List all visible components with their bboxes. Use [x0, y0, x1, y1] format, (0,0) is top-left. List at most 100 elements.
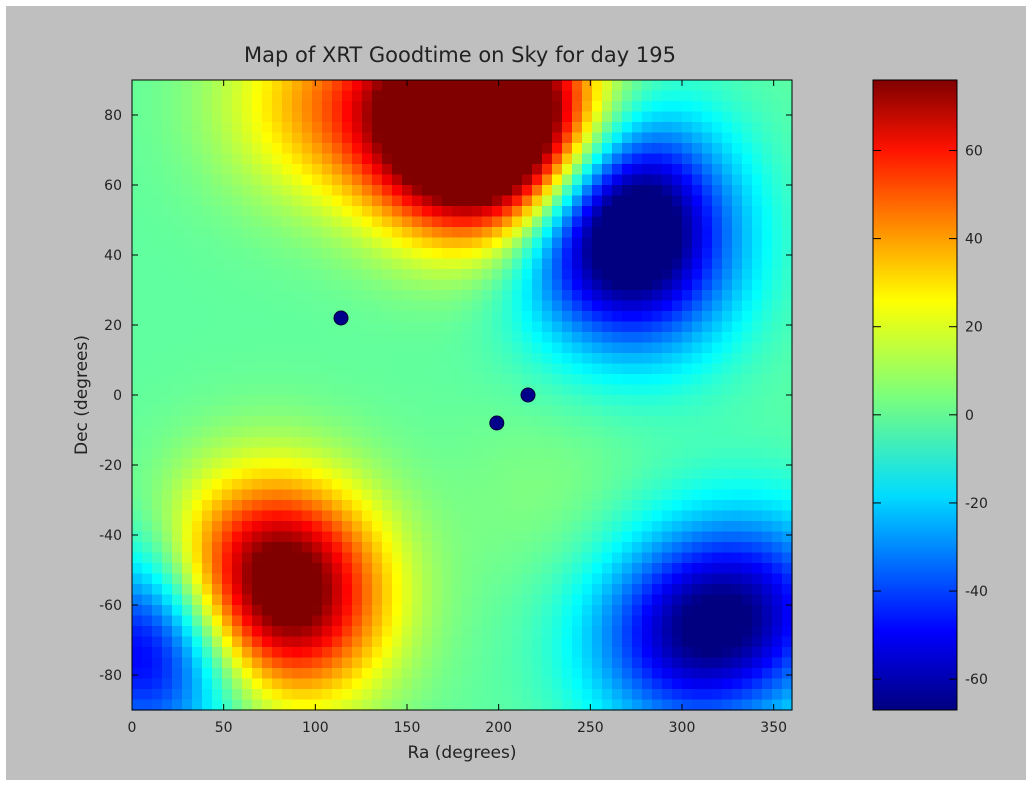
heatmap-cell [482, 458, 493, 470]
heatmap-cell [772, 468, 783, 480]
heatmap-cell [502, 206, 513, 218]
heatmap-cell [412, 363, 423, 375]
heatmap-cell [282, 647, 293, 659]
heatmap-cell [582, 594, 593, 606]
heatmap-cell [132, 384, 143, 396]
heatmap-cell [422, 447, 433, 459]
heatmap-cell [512, 636, 523, 648]
heatmap-cell [622, 363, 633, 375]
heatmap-cell [602, 248, 613, 260]
heatmap-cell [502, 657, 513, 669]
heatmap-cell [742, 279, 753, 291]
heatmap-cell [732, 657, 743, 669]
heatmap-cell [132, 426, 143, 438]
heatmap-cell [652, 185, 663, 197]
heatmap-cell [132, 584, 143, 596]
heatmap-cell [652, 647, 663, 659]
heatmap-cell [312, 101, 323, 113]
heatmap-cell [422, 353, 433, 365]
heatmap-cell [632, 542, 643, 554]
heatmap-cell [722, 332, 733, 344]
heatmap-cell [332, 468, 343, 480]
heatmap-cell [232, 101, 243, 113]
heatmap-cell [432, 101, 443, 113]
heatmap-cell [492, 458, 503, 470]
heatmap-cell [412, 552, 423, 564]
heatmap-cell [422, 584, 433, 596]
heatmap-cell [162, 132, 173, 144]
heatmap-cell [532, 269, 543, 281]
heatmap-cell [412, 542, 423, 554]
heatmap-cell [502, 101, 513, 113]
heatmap-cell [512, 458, 523, 470]
heatmap-cell [582, 101, 593, 113]
heatmap-cell [402, 437, 413, 449]
heatmap-cell [572, 678, 583, 690]
heatmap-cell [402, 185, 413, 197]
heatmap-cell [652, 279, 663, 291]
heatmap-cell [782, 468, 793, 480]
heatmap-cell [652, 605, 663, 617]
heatmap-cell [202, 689, 213, 701]
heatmap-cell [132, 122, 143, 134]
heatmap-cell [512, 342, 523, 354]
heatmap-cell [622, 332, 633, 344]
heatmap-cell [402, 90, 413, 102]
heatmap-cell [292, 636, 303, 648]
heatmap-cell [652, 636, 663, 648]
heatmap-cell [322, 185, 333, 197]
heatmap-cell [502, 237, 513, 249]
heatmap-cell [442, 531, 453, 543]
heatmap-cell [712, 678, 723, 690]
heatmap-cell [322, 584, 333, 596]
heatmap-cell [452, 668, 463, 680]
heatmap-cell [622, 668, 633, 680]
heatmap-cell [162, 657, 173, 669]
heatmap-cell [242, 353, 253, 365]
heatmap-cell [132, 80, 143, 92]
heatmap-cell [232, 584, 243, 596]
heatmap-cell [772, 248, 783, 260]
heatmap-cell [562, 542, 573, 554]
heatmap-cell [572, 143, 583, 155]
heatmap-cell [392, 384, 403, 396]
heatmap-cell [642, 542, 653, 554]
heatmap-cell [532, 615, 543, 627]
heatmap-cell [172, 384, 183, 396]
heatmap-cell [662, 594, 673, 606]
heatmap-cell [302, 122, 313, 134]
heatmap-cell [762, 164, 773, 176]
heatmap-cell [412, 699, 423, 711]
heatmap-cell [472, 594, 483, 606]
heatmap-cell [672, 479, 683, 491]
heatmap-cell [172, 353, 183, 365]
heatmap-cell [702, 689, 713, 701]
heatmap-cell [202, 563, 213, 575]
heatmap-cell [602, 332, 613, 344]
heatmap-cell [712, 542, 723, 554]
heatmap-cell [352, 678, 363, 690]
heatmap-cell [692, 479, 703, 491]
heatmap-cell [732, 500, 743, 512]
heatmap-cell [452, 636, 463, 648]
heatmap-cell [362, 510, 373, 522]
heatmap-cell [682, 647, 693, 659]
heatmap-cell [462, 258, 473, 270]
heatmap-cell [772, 258, 783, 270]
heatmap-cell [502, 426, 513, 438]
heatmap-cell [242, 311, 253, 323]
heatmap-cell [152, 384, 163, 396]
heatmap-cell [262, 510, 273, 522]
heatmap-cell [552, 500, 563, 512]
heatmap-cell [622, 321, 633, 333]
colorbar-tick-label: 60 [965, 143, 983, 159]
heatmap-cell [702, 573, 713, 585]
heatmap-cell [752, 468, 763, 480]
heatmap-cell [552, 206, 563, 218]
heatmap-cell [562, 332, 573, 344]
y-tick-label: 80 [104, 108, 122, 124]
heatmap-cell [602, 479, 613, 491]
heatmap-cell [652, 416, 663, 428]
heatmap-cell [752, 90, 763, 102]
heatmap-cell [162, 90, 173, 102]
